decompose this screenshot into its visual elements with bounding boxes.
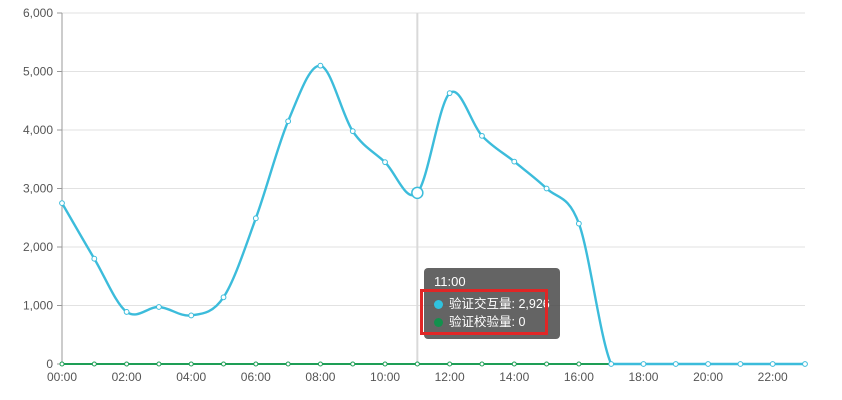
- x-axis-label: 18:00: [628, 370, 658, 384]
- data-point-marker[interactable]: [285, 118, 292, 125]
- data-point-marker[interactable]: [124, 361, 130, 367]
- y-axis-label: 2,000: [23, 240, 53, 254]
- data-point-marker[interactable]: [253, 361, 259, 367]
- data-point-marker[interactable]: [576, 361, 582, 367]
- data-point-marker[interactable]: [156, 304, 162, 310]
- y-axis-label: 0: [46, 357, 53, 371]
- x-axis-label: 10:00: [370, 370, 400, 384]
- data-point-marker[interactable]: [59, 361, 65, 367]
- data-point-marker[interactable]: [511, 361, 517, 367]
- data-point-marker[interactable]: [156, 361, 162, 367]
- data-point-marker[interactable]: [188, 361, 194, 367]
- data-point-marker[interactable]: [382, 361, 388, 367]
- data-point-marker[interactable]: [479, 361, 485, 367]
- data-point-marker[interactable]: [317, 361, 323, 367]
- x-axis-label: 06:00: [241, 370, 271, 384]
- data-point-marker[interactable]: [737, 361, 744, 367]
- y-axis-label: 4,000: [23, 123, 53, 137]
- y-axis-label: 6,000: [23, 6, 53, 20]
- highlighted-data-point[interactable]: [411, 186, 424, 200]
- data-point-marker[interactable]: [446, 90, 453, 97]
- y-axis-label: 1,000: [23, 299, 53, 313]
- data-point-marker[interactable]: [317, 62, 324, 69]
- data-point-marker[interactable]: [188, 312, 195, 319]
- x-axis-label: 12:00: [435, 370, 465, 384]
- data-point-marker[interactable]: [382, 159, 388, 166]
- data-point-marker[interactable]: [543, 185, 550, 192]
- x-axis-label: 00:00: [47, 370, 77, 384]
- x-axis-label: 14:00: [499, 370, 529, 384]
- y-axis-label: 3,000: [23, 182, 53, 196]
- data-point-marker[interactable]: [544, 361, 550, 367]
- series-line-0: [60, 64, 806, 366]
- x-axis-label: 08:00: [305, 370, 335, 384]
- x-axis-label: 22:00: [758, 370, 788, 384]
- data-point-marker[interactable]: [447, 361, 453, 367]
- data-point-marker[interactable]: [414, 361, 420, 367]
- data-point-marker[interactable]: [349, 128, 356, 135]
- data-point-marker[interactable]: [91, 255, 98, 262]
- x-axis-label: 20:00: [693, 370, 723, 384]
- data-point-marker[interactable]: [252, 215, 259, 222]
- data-point-marker[interactable]: [220, 294, 227, 301]
- data-point-marker[interactable]: [123, 309, 130, 315]
- data-point-marker[interactable]: [640, 361, 647, 367]
- y-axis-label: 5,000: [23, 65, 53, 79]
- data-point-marker[interactable]: [91, 361, 97, 367]
- data-point-marker[interactable]: [350, 361, 356, 367]
- data-point-marker[interactable]: [511, 158, 518, 165]
- data-point-marker[interactable]: [59, 200, 65, 207]
- data-point-marker[interactable]: [672, 361, 679, 367]
- data-point-marker[interactable]: [802, 361, 808, 367]
- x-axis-label: 04:00: [176, 370, 206, 384]
- x-axis-label: 16:00: [564, 370, 594, 384]
- data-point-marker[interactable]: [575, 220, 582, 227]
- data-point-marker[interactable]: [769, 361, 776, 367]
- data-point-marker[interactable]: [285, 361, 291, 367]
- data-point-marker[interactable]: [479, 132, 485, 139]
- data-point-marker[interactable]: [221, 361, 227, 367]
- data-point-marker[interactable]: [608, 361, 615, 367]
- data-point-marker[interactable]: [705, 361, 711, 367]
- x-axis-label: 02:00: [112, 370, 142, 384]
